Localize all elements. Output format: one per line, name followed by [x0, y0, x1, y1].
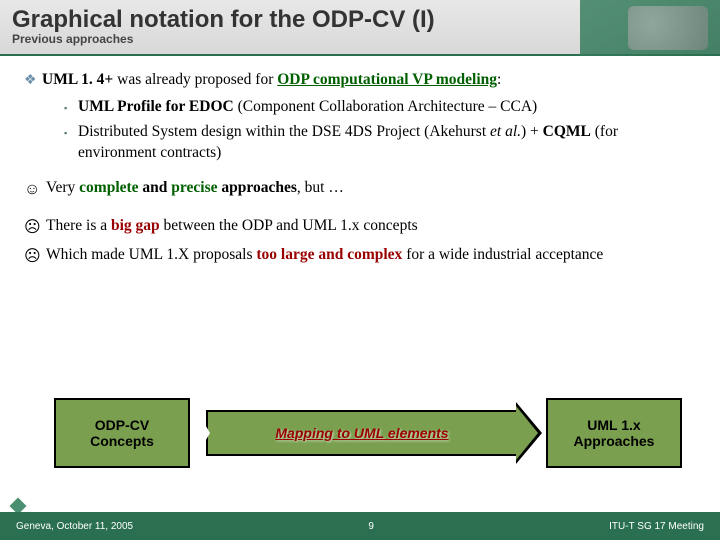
- smile-icon: ☺: [24, 178, 46, 201]
- slide-header: Graphical notation for the ODP-CV (I) Pr…: [0, 0, 720, 56]
- text-span: Distributed System design within the DSE…: [78, 123, 490, 140]
- bullet-sad-2-text: Which made UML 1.X proposals too large a…: [46, 245, 696, 266]
- sub-bullet-1: ▪ UML Profile for EDOC (Component Collab…: [64, 97, 696, 118]
- bullet-sad-1-text: There is a big gap between the ODP and U…: [46, 216, 696, 237]
- sub-bullet-2-text: Distributed System design within the DSE…: [78, 122, 696, 164]
- text-span: UML Profile for EDOC: [78, 98, 234, 115]
- footer-left: Geneva, October 11, 2005: [16, 521, 133, 532]
- footer-page-number: 9: [368, 521, 374, 532]
- sub-bullet-list: ▪ UML Profile for EDOC (Component Collab…: [24, 97, 696, 164]
- slide: Graphical notation for the ODP-CV (I) Pr…: [0, 0, 720, 540]
- text-span: ) +: [521, 123, 543, 140]
- footer-right: ITU-T SG 17 Meeting: [609, 521, 704, 532]
- text-span: between the ODP and UML 1.x concepts: [160, 217, 418, 234]
- sub-bullet-2: ▪ Distributed System design within the D…: [64, 122, 696, 164]
- text-span: for a wide industrial acceptance: [402, 246, 603, 263]
- text-span: There is a: [46, 217, 111, 234]
- square-bullet-icon: ▪: [64, 122, 78, 139]
- text-span: and: [139, 179, 172, 196]
- text-span: Very: [46, 179, 79, 196]
- text-span: (Component Collaboration Architecture – …: [234, 98, 537, 115]
- text-link: ODP computational VP modeling: [277, 71, 497, 88]
- bullet-main-1-text: UML 1. 4+ was already proposed for ODP c…: [42, 70, 696, 91]
- text-span: :: [497, 71, 501, 88]
- text-span: , but …: [297, 179, 344, 196]
- header-decor-image: [628, 6, 708, 50]
- diagram-arrow: Mapping to UML elements: [206, 410, 518, 456]
- bullet-main-1: ❖ UML 1. 4+ was already proposed for ODP…: [24, 70, 696, 91]
- text-span: approaches: [218, 179, 297, 196]
- text-span: big gap: [111, 217, 160, 234]
- mapping-diagram: ODP-CV Concepts Mapping to UML elements …: [0, 388, 720, 488]
- sad-icon: ☹: [24, 245, 46, 268]
- text-span: Which made UML 1.X proposals: [46, 246, 256, 263]
- bullet-sad-1: ☹ There is a big gap between the ODP and…: [24, 216, 696, 239]
- text-span: CQML: [543, 123, 591, 140]
- sad-icon: ☹: [24, 216, 46, 239]
- square-bullet-icon: ▪: [64, 97, 78, 114]
- diamond-bullet-icon: ❖: [24, 70, 42, 91]
- text-span: was already proposed for: [113, 71, 277, 88]
- slide-body: ❖ UML 1. 4+ was already proposed for ODP…: [0, 56, 720, 267]
- arrow-head-icon: [516, 402, 542, 464]
- text-span: complete: [79, 179, 138, 196]
- bullet-smile: ☺ Very complete and precise approaches, …: [24, 178, 696, 201]
- slide-footer: Geneva, October 11, 2005 9 ITU-T SG 17 M…: [0, 512, 720, 540]
- bullet-sad-2: ☹ Which made UML 1.X proposals too large…: [24, 245, 696, 268]
- text-span: too large and complex: [256, 246, 402, 263]
- sub-bullet-1-text: UML Profile for EDOC (Component Collabor…: [78, 97, 696, 118]
- diagram-box-left: ODP-CV Concepts: [54, 398, 190, 468]
- diagram-box-right: UML 1.x Approaches: [546, 398, 682, 468]
- text-span: precise: [171, 179, 217, 196]
- text-span: et al.: [490, 123, 521, 140]
- bullet-smile-text: Very complete and precise approaches, bu…: [46, 178, 696, 199]
- arrow-notch: [192, 402, 210, 464]
- text-span: UML 1. 4+: [42, 71, 113, 88]
